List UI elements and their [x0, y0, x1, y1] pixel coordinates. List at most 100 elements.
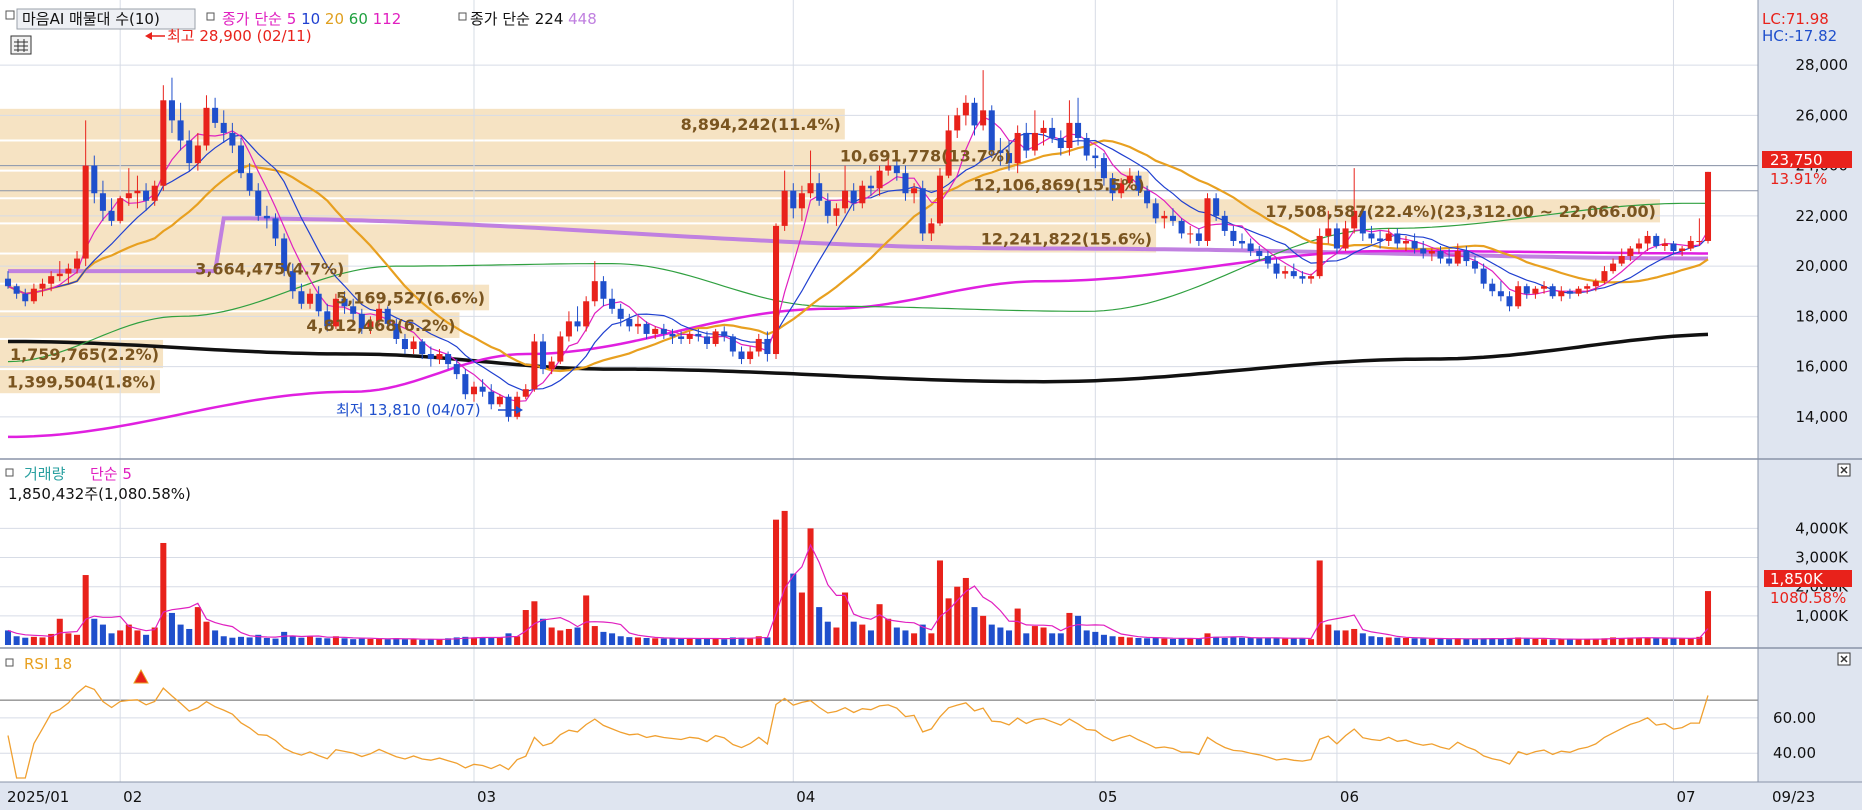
volume-bar: [919, 624, 926, 645]
candle-body: [445, 354, 452, 365]
candle-body: [1118, 183, 1125, 194]
candle-body: [522, 389, 529, 397]
candle-body: [954, 115, 961, 131]
volume-bar: [1273, 638, 1280, 645]
candle-body: [289, 271, 296, 292]
volume-bar: [1696, 636, 1703, 645]
volume-bar: [1359, 633, 1366, 645]
volume-bar: [229, 637, 236, 645]
rsi-title[interactable]: RSI 18: [24, 655, 72, 673]
volume-bar: [56, 618, 63, 645]
ma-legend-period: 112: [373, 10, 402, 28]
volume-bar: [660, 638, 667, 645]
volume-panel-close-icon[interactable]: [1837, 463, 1851, 477]
volume-bar: [1195, 638, 1202, 645]
candle-body: [600, 281, 607, 299]
candle-body: [39, 283, 46, 289]
candle-body: [1031, 132, 1038, 151]
volume-ma-label[interactable]: 단순 5: [90, 465, 132, 483]
candle-body: [1325, 228, 1332, 236]
candle-body: [82, 165, 89, 259]
candle-body: [574, 321, 581, 327]
candle-body: [341, 298, 348, 307]
volume-bar: [108, 633, 115, 645]
high-marker-label: 최고 28,900 (02/11): [167, 27, 312, 45]
volume-bar: [669, 638, 676, 645]
legend-checkbox-ma224[interactable]: [458, 12, 467, 21]
x-tick-label: 07: [1676, 788, 1695, 806]
candle-body: [1109, 178, 1116, 194]
price-tick-label: 16,000: [1796, 358, 1849, 376]
volume-bar: [1066, 612, 1073, 645]
candle-body: [307, 293, 314, 304]
candle-body: [496, 396, 503, 405]
volume-ma-ratio-label: 1080.58%: [1770, 589, 1846, 607]
volume-bar: [332, 636, 339, 645]
low-marker: 최저 13,810 (04/07): [336, 401, 523, 419]
candle-body: [842, 190, 849, 209]
volume-bar: [307, 636, 314, 645]
ma224-legend[interactable]: 종가 단순 224 448: [470, 10, 597, 28]
legend-checkbox-rsi[interactable]: [5, 658, 14, 667]
volume-bar: [1290, 638, 1297, 645]
candle-body: [1377, 238, 1384, 241]
candle-body: [263, 215, 270, 219]
volume-bar: [470, 637, 478, 645]
volume-bar: [203, 621, 210, 645]
band-legend-box[interactable]: [16, 8, 196, 30]
volume-bar: [712, 638, 719, 645]
volume-bar: [1187, 638, 1194, 645]
calculator-icon[interactable]: [10, 35, 32, 55]
candle-body: [1610, 263, 1617, 272]
candle-body: [1005, 153, 1013, 164]
ma-legend[interactable]: 종가 단순 5 10 20 60 112: [222, 10, 401, 28]
volume-title[interactable]: 거래량: [24, 465, 66, 483]
candle-body: [1627, 248, 1634, 257]
volume-profile-labels: 8,894,242(11.4%) 10,691,778(13.7%) 12,106,…: [7, 115, 1656, 392]
legend-checkbox-volume[interactable]: [5, 468, 14, 477]
volume-bar: [1635, 638, 1642, 645]
volume-bar: [1282, 638, 1289, 645]
band-legend-label[interactable]: 마음AI 매물대 수(10): [22, 10, 160, 28]
volume-bar: [367, 638, 374, 645]
candle-body: [1687, 240, 1694, 249]
volume-bar: [1333, 630, 1340, 645]
candle-body: [177, 120, 184, 141]
volume-bar: [1627, 637, 1634, 645]
volume-bar: [1031, 626, 1038, 645]
candle-body: [99, 193, 106, 211]
candle-body: [1575, 288, 1582, 294]
volume-bar: [609, 633, 616, 645]
volume-profile-label: 4,812,468(6.2%): [306, 316, 455, 335]
candle-body: [781, 190, 788, 226]
volume-bar: [617, 636, 624, 645]
rsi-panel-close-icon[interactable]: [1837, 652, 1851, 666]
volume-bar: [1610, 637, 1617, 645]
candle-body: [1264, 256, 1271, 264]
candle-body: [755, 338, 762, 352]
candle-body: [1221, 215, 1228, 231]
volume-bar: [410, 639, 417, 645]
candle-body: [427, 354, 434, 360]
candle-body: [565, 321, 572, 337]
volume-bar: [1394, 637, 1401, 645]
legend-checkbox-band[interactable]: [5, 10, 15, 20]
ma5-line: [7, 116, 1709, 402]
candle-body: [824, 200, 831, 216]
candle-body: [1152, 203, 1159, 219]
candle-body: [315, 293, 322, 312]
volume-bar: [842, 592, 849, 645]
volume-bar: [117, 630, 124, 645]
candle-body: [816, 183, 823, 201]
candle-body: [1497, 291, 1504, 297]
candle-body: [1704, 171, 1712, 241]
candle-body: [74, 258, 81, 269]
volume-bar: [583, 595, 590, 645]
volume-bar: [1592, 639, 1599, 645]
legend-checkbox-ma[interactable]: [206, 12, 215, 21]
volume-bar: [1497, 638, 1504, 645]
current-change-label: 13.91%: [1770, 170, 1827, 188]
candle-body: [281, 238, 288, 272]
